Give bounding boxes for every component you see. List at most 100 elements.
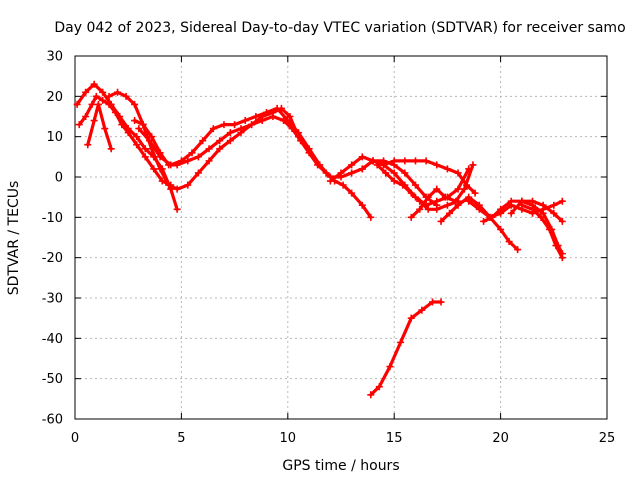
data-point	[205, 145, 213, 153]
data-point	[433, 161, 441, 169]
data-point	[390, 177, 398, 185]
data-point	[118, 121, 126, 129]
data-point	[358, 165, 366, 173]
data-point	[373, 161, 381, 169]
data-point	[390, 169, 398, 177]
data-point	[443, 201, 451, 209]
data-point	[429, 298, 437, 306]
data-point	[165, 181, 173, 189]
data-point	[480, 217, 488, 225]
data-point	[133, 133, 141, 141]
data-point	[194, 153, 202, 161]
y-tick-label: -50	[42, 372, 63, 387]
data-point	[358, 153, 366, 161]
data-point	[326, 177, 334, 185]
data-point	[401, 157, 409, 165]
data-point	[194, 169, 202, 177]
data-point	[269, 113, 277, 120]
series-arc-2	[75, 92, 175, 189]
data-point	[131, 117, 139, 125]
data-point	[150, 165, 158, 173]
data-point	[237, 125, 245, 133]
data-point	[488, 213, 496, 221]
data-point	[105, 100, 113, 108]
data-point	[148, 133, 156, 141]
data-point	[105, 92, 113, 100]
data-point	[518, 201, 526, 209]
series-arc-3	[84, 100, 115, 153]
data-point	[514, 246, 522, 254]
data-point	[167, 161, 175, 169]
x-tick-label: 10	[280, 431, 297, 446]
data-point	[226, 129, 234, 137]
data-point	[411, 157, 419, 165]
data-point	[220, 121, 228, 129]
data-point	[94, 100, 102, 108]
x-axis-label: GPS time / hours	[282, 458, 399, 474]
y-tick-label: 20	[46, 90, 63, 105]
data-point	[539, 201, 547, 209]
data-point	[133, 141, 141, 149]
axis-ticks: 0 5 10 15 20 25 30 20 10 0 -10 -20 -30 -40 -50 -60	[42, 50, 616, 447]
data-point	[99, 88, 107, 96]
data-point	[173, 185, 181, 193]
series-line	[369, 300, 443, 397]
data-point	[158, 177, 166, 185]
data-point	[390, 157, 398, 165]
data-point	[475, 205, 483, 213]
data-point	[107, 145, 115, 153]
data-point	[441, 193, 449, 201]
data-point	[380, 161, 388, 169]
x-tick-label: 20	[492, 431, 509, 446]
data-point	[507, 209, 515, 217]
data-point	[397, 338, 405, 346]
data-series	[73, 80, 566, 399]
data-point	[114, 88, 122, 96]
data-point	[209, 125, 217, 133]
x-tick-label: 15	[386, 431, 403, 446]
data-point	[407, 314, 415, 322]
data-point	[139, 121, 147, 129]
data-point	[177, 157, 185, 165]
data-point	[286, 113, 294, 120]
data-point	[401, 169, 409, 177]
data-point	[273, 104, 281, 112]
data-point	[437, 217, 445, 225]
y-tick-label: 30	[46, 50, 63, 65]
data-point	[82, 113, 90, 120]
data-point	[375, 383, 383, 391]
data-point	[284, 117, 292, 125]
data-point	[173, 205, 181, 213]
data-point	[252, 113, 260, 120]
y-tick-label: -10	[42, 211, 63, 226]
data-point	[231, 121, 239, 129]
y-tick-label: -30	[42, 292, 63, 307]
data-point	[529, 205, 537, 213]
data-point	[411, 181, 419, 189]
data-point	[82, 88, 90, 96]
data-point	[382, 169, 390, 177]
data-point	[101, 125, 109, 133]
data-point	[497, 225, 505, 233]
data-point	[90, 80, 98, 88]
chart-title: Day 042 of 2023, Sidereal Day-to-day VTE…	[54, 20, 625, 36]
data-point	[348, 189, 356, 197]
data-point	[550, 201, 558, 209]
data-point	[407, 213, 415, 221]
data-point	[339, 181, 347, 189]
data-point	[469, 161, 477, 169]
data-point	[205, 157, 213, 165]
data-point	[124, 129, 132, 137]
data-point	[84, 141, 92, 149]
data-point	[537, 213, 545, 221]
data-point	[443, 165, 451, 173]
data-point	[433, 205, 441, 213]
data-point	[88, 100, 96, 108]
data-point	[348, 169, 356, 177]
data-point	[452, 197, 460, 205]
data-point	[90, 117, 98, 125]
data-point	[454, 169, 462, 177]
y-tick-label: 10	[46, 130, 63, 145]
series-arc-16	[367, 298, 445, 399]
